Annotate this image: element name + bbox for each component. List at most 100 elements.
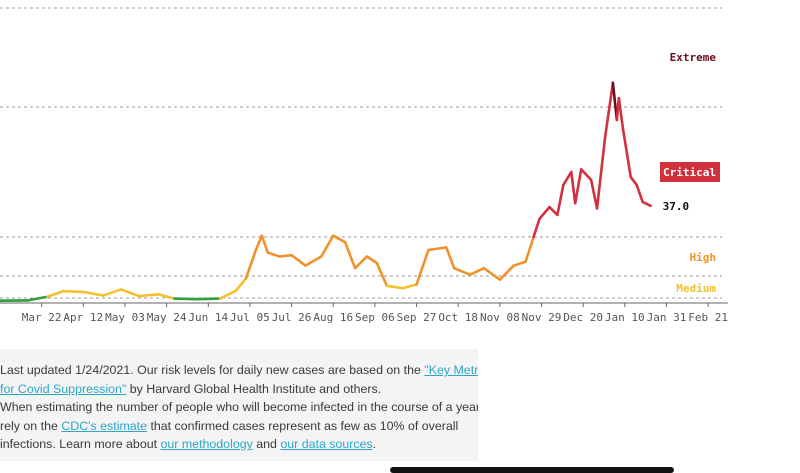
x-tick-label: Mar 22 bbox=[22, 311, 62, 324]
footnote: Last updated 1/24/2021. Our risk levels … bbox=[0, 349, 478, 461]
cdc-estimate-link[interactable]: CDC's estimate bbox=[61, 418, 147, 433]
x-tick-label: Nov 29 bbox=[522, 311, 562, 324]
line-segment bbox=[304, 255, 323, 267]
x-tick-label: Apr 12 bbox=[63, 311, 103, 324]
footnote-line-5: infections. Learn more about our methodo… bbox=[0, 435, 468, 454]
key-metrics-link[interactable]: "Key Metrics bbox=[424, 363, 478, 377]
line-segment bbox=[101, 288, 123, 297]
line-segment bbox=[375, 261, 389, 288]
footnote-line-1: Last updated 1/24/2021. Our risk levels … bbox=[0, 361, 478, 380]
line-segment bbox=[641, 200, 652, 208]
line-segment bbox=[278, 253, 293, 258]
line-segment bbox=[26, 295, 49, 302]
line-segment bbox=[365, 255, 379, 265]
x-tick-label: Sep 27 bbox=[397, 311, 437, 324]
line-segment bbox=[562, 170, 573, 187]
line-segment bbox=[573, 168, 583, 205]
line-segment bbox=[635, 183, 644, 204]
line-segment bbox=[234, 277, 248, 292]
line-segment bbox=[603, 81, 615, 140]
line-segment bbox=[260, 234, 270, 254]
x-tick-label: Jan 31 bbox=[647, 311, 687, 324]
line-segment bbox=[320, 234, 335, 258]
line-segment bbox=[353, 255, 369, 270]
line-segment bbox=[452, 266, 472, 277]
key-metrics-link-cont[interactable]: for Covid Suppression" bbox=[0, 381, 127, 396]
line-segment bbox=[427, 246, 448, 252]
line-segment bbox=[538, 205, 551, 221]
line-segment bbox=[415, 248, 430, 286]
chart-gridlines bbox=[0, 7, 722, 299]
line-segment bbox=[569, 170, 577, 205]
line-segment bbox=[512, 260, 527, 267]
line-segment bbox=[629, 175, 639, 187]
x-tick-label: Aug 16 bbox=[313, 311, 353, 324]
level-label-critical: Critical bbox=[663, 166, 716, 179]
footnote-text: rely on the bbox=[0, 418, 62, 433]
line-segment bbox=[532, 217, 541, 239]
footnote-text: by Harvard Global Health Institute and o… bbox=[126, 381, 382, 396]
line-segment bbox=[589, 178, 599, 210]
x-tick-label: Jan 10 bbox=[605, 311, 645, 324]
methodology-link[interactable]: our methodology bbox=[160, 437, 253, 452]
x-tick-label: May 03 bbox=[105, 311, 145, 324]
x-tick-label: Feb 21 bbox=[688, 311, 728, 324]
footnote-text: When estimating the number of people who… bbox=[0, 400, 478, 415]
data-sources-link[interactable]: our data sources bbox=[280, 437, 373, 452]
x-tick-label: Jul 05 bbox=[230, 311, 270, 324]
line-segment bbox=[482, 266, 502, 281]
line-segment bbox=[595, 136, 607, 210]
x-axis: Mar 22 Apr 12 May 03 May 24 Jun 14 Jul 05 Jul … bbox=[0, 302, 728, 324]
line-segment bbox=[218, 289, 238, 300]
line-segment bbox=[524, 235, 535, 264]
line-segment bbox=[401, 283, 418, 290]
line-segment bbox=[385, 284, 404, 290]
level-label-high: High bbox=[690, 251, 717, 264]
line-segment bbox=[579, 168, 593, 182]
line-segment bbox=[266, 251, 281, 258]
line-segment bbox=[621, 126, 633, 179]
line-segment bbox=[290, 253, 307, 267]
footnote-line-2: for Covid Suppression" by Harvard Global… bbox=[0, 380, 468, 399]
latest-value-label: 37.0 bbox=[663, 200, 690, 213]
latest-value-annotation: 37.0 bbox=[663, 200, 690, 213]
line-segment bbox=[548, 205, 559, 217]
x-tick-label: Sep 06 bbox=[355, 311, 395, 324]
line-segment bbox=[254, 234, 264, 252]
footnote-text: that confirmed cases represent as few as… bbox=[147, 418, 459, 433]
line-segment bbox=[343, 240, 357, 270]
x-tick-label: Nov 08 bbox=[480, 311, 520, 324]
line-segment bbox=[556, 183, 565, 217]
x-tick-label: Jun 14 bbox=[188, 311, 228, 324]
risk-chart: Mar 22 Apr 12 May 03 May 24 Jun 14 Jul 05 Jul … bbox=[0, 7, 728, 324]
x-tick-label: Jul 26 bbox=[272, 311, 312, 324]
level-label-extreme: Extreme bbox=[670, 51, 717, 64]
line-segment bbox=[195, 297, 222, 301]
level-label-medium: Medium bbox=[676, 282, 716, 295]
footnote-text: and bbox=[252, 437, 281, 452]
line-segment bbox=[119, 288, 141, 298]
line-segment bbox=[62, 289, 85, 294]
x-tick-label: May 24 bbox=[147, 311, 187, 324]
line-segment bbox=[46, 289, 65, 299]
line-segment bbox=[173, 297, 198, 301]
footnote-text: Last updated 1/24/2021. Our risk levels … bbox=[0, 363, 425, 377]
footnote-text: . bbox=[372, 437, 377, 452]
x-tick-label: Dec 20 bbox=[563, 311, 603, 324]
line-segment bbox=[157, 293, 176, 300]
critical-level-badge bbox=[660, 162, 720, 182]
risk-level-labels: Medium High Critical Extreme bbox=[660, 51, 720, 295]
footnote-line-3: When estimating the number of people who… bbox=[0, 398, 478, 417]
line-segment bbox=[137, 293, 160, 298]
line-segment bbox=[82, 290, 105, 297]
scroll-indicator[interactable] bbox=[390, 467, 674, 473]
line-segment bbox=[468, 266, 486, 277]
footnote-line-4: rely on the CDC's estimate that confirme… bbox=[0, 417, 468, 436]
x-tick-label: Oct 18 bbox=[438, 311, 478, 324]
line-segment bbox=[444, 246, 456, 270]
line-segment bbox=[331, 234, 347, 244]
footnote-text: infections. Learn more about bbox=[0, 437, 161, 452]
line-segment bbox=[498, 264, 516, 281]
line-segment bbox=[244, 248, 258, 280]
cases-line bbox=[0, 81, 652, 303]
